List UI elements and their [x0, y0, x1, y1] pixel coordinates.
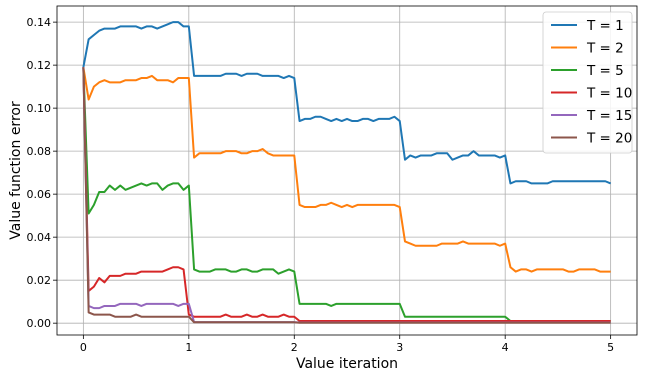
legend-label: T = 2 — [586, 41, 624, 57]
y-tick-label: 0.06 — [27, 188, 52, 201]
series-line-1 — [82, 67, 611, 273]
x-tick-label: 3 — [396, 341, 403, 354]
y-axis-label: Value function error — [8, 101, 24, 240]
x-tick-label: 1 — [185, 341, 192, 354]
axis-ticks: 0 1 2 3 4 5 0.00 0.02 0.04 0.06 0.08 0.10 0.12 0.14 — [27, 16, 615, 354]
x-tick-label: 0 — [80, 341, 87, 354]
y-tick-label: 0.00 — [27, 317, 52, 330]
series-line-0 — [82, 21, 612, 185]
x-axis-label: Value iteration — [296, 356, 398, 372]
legend-label: T = 1 — [586, 18, 624, 34]
y-tick-label: 0.10 — [27, 102, 52, 115]
y-tick-label: 0.14 — [27, 16, 52, 29]
legend-label: T = 5 — [586, 63, 624, 79]
grid — [57, 6, 637, 335]
series-line-5 — [82, 67, 611, 324]
legend-label: T = 10 — [586, 86, 632, 102]
y-tick-label: 0.02 — [27, 274, 52, 287]
series-line-3 — [82, 67, 611, 323]
legend-label: T = 20 — [586, 131, 632, 147]
legend-label: T = 15 — [586, 108, 632, 124]
legend: T = 1 T = 2 T = 5 T = 10 T = 15 T = 20 — [542, 11, 633, 154]
y-tick-label: 0.08 — [27, 145, 52, 158]
y-tick-label: 0.04 — [27, 231, 52, 244]
x-tick-label: 4 — [502, 341, 509, 354]
series-lines — [82, 21, 612, 324]
plot-frame — [56, 5, 638, 336]
x-tick-label: 5 — [607, 341, 614, 354]
x-tick-label: 2 — [291, 341, 298, 354]
y-tick-label: 0.12 — [27, 59, 52, 72]
